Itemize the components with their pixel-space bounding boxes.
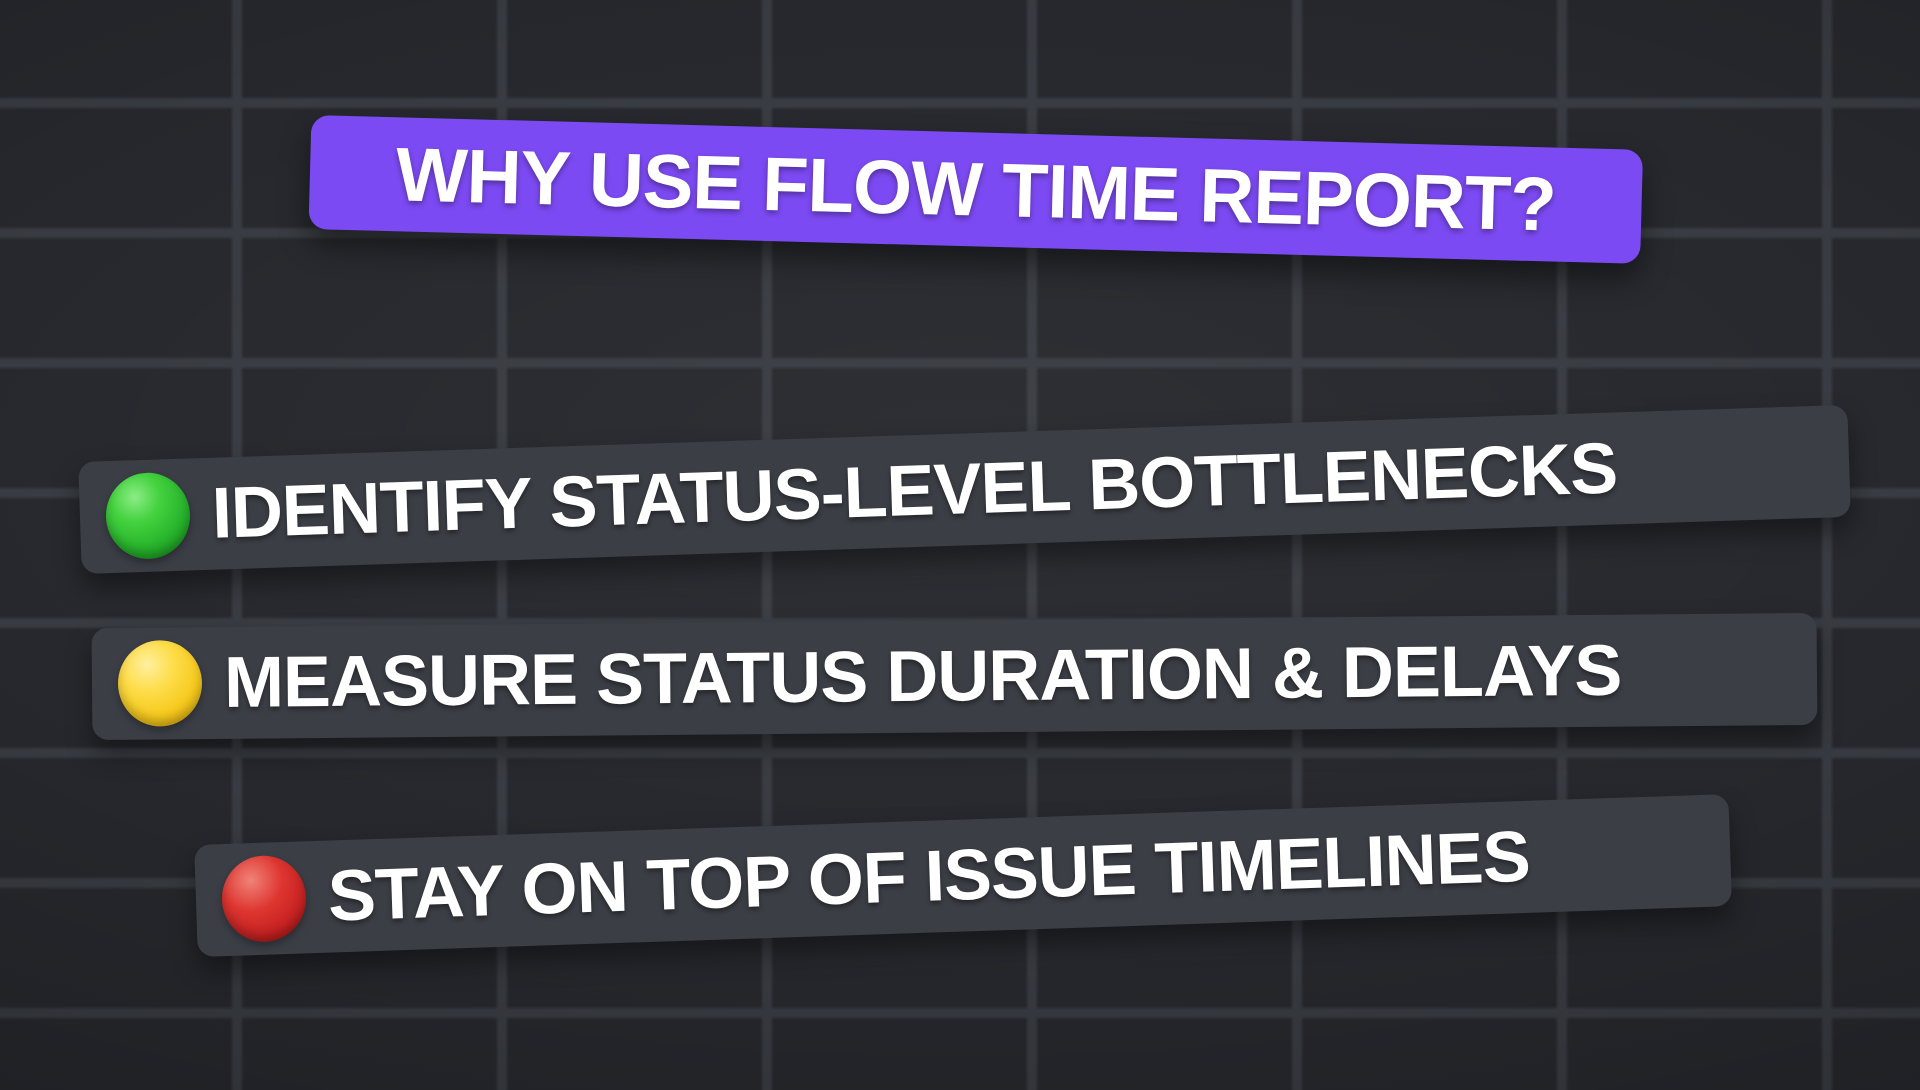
bullet-label: MEASURE STATUS DURATION & DELAYS: [223, 630, 1622, 723]
green-circle-icon: [104, 471, 192, 561]
bullet-row-bottlenecks: IDENTIFY STATUS-LEVEL BOTTLENECKS: [78, 404, 1851, 574]
bullet-label: STAY ON TOP OF ISSUE TIMELINES: [326, 816, 1531, 937]
bullet-row-timelines: STAY ON TOP OF ISSUE TIMELINES: [194, 794, 1733, 957]
bullet-label: IDENTIFY STATUS-LEVEL BOTTLENECKS: [210, 428, 1619, 554]
yellow-circle-icon: [117, 640, 203, 727]
red-circle-icon: [220, 854, 308, 944]
bullet-row-duration: MEASURE STATUS DURATION & DELAYS: [91, 612, 1818, 740]
title-banner: WHY USE FLOW TIME REPORT?: [308, 115, 1644, 264]
title-label: WHY USE FLOW TIME REPORT?: [394, 131, 1557, 248]
